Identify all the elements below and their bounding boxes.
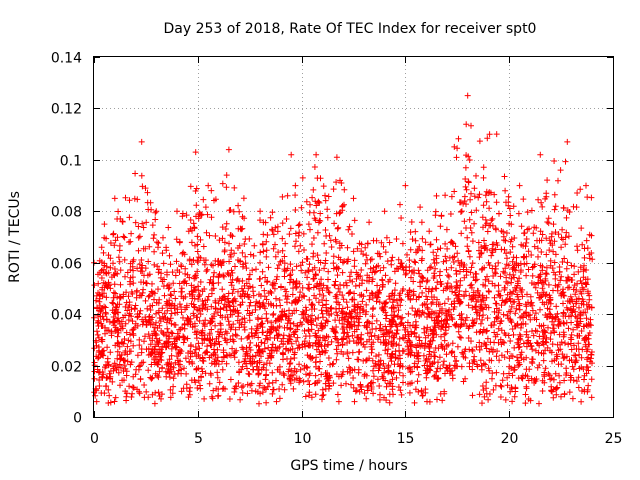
y-axis-label: ROTI / TECUs (7, 191, 23, 283)
roti-series-points (91, 92, 596, 407)
y-tick-label: 0.14 (51, 51, 82, 67)
x-tick-label: 0 (90, 431, 99, 447)
data-points (91, 92, 596, 407)
y-tick-label: 0.12 (51, 102, 82, 118)
y-tick-label: 0.02 (51, 360, 82, 376)
y-tick-label: 0.04 (51, 308, 82, 324)
y-tick-label: 0.1 (60, 154, 82, 170)
x-tick-label: 20 (501, 431, 519, 447)
x-tick-label: 5 (194, 431, 203, 447)
y-tick-label: 0.06 (51, 257, 82, 273)
y-tick-label: 0.08 (51, 205, 82, 221)
x-tick-label: 15 (397, 431, 415, 447)
chart-title: Day 253 of 2018, Rate Of TEC Index for r… (164, 21, 537, 37)
x-axis-label: GPS time / hours (290, 458, 407, 474)
y-tick-label: 0 (73, 411, 82, 427)
x-tick-label: 25 (605, 431, 623, 447)
x-tick-label: 10 (294, 431, 312, 447)
axis-ticks: 0 5 10 15 20 25 0 0.02 0.04 0.06 0.08 0.1 0.12 0.14 (51, 51, 623, 448)
plot-frame (93, 56, 614, 418)
